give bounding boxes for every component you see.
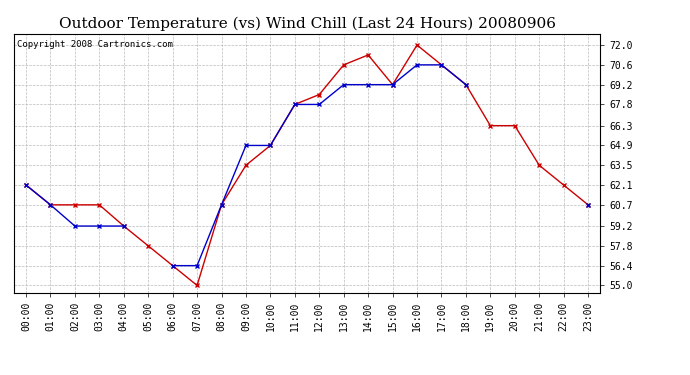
Title: Outdoor Temperature (vs) Wind Chill (Last 24 Hours) 20080906: Outdoor Temperature (vs) Wind Chill (Las…	[59, 17, 555, 31]
Text: Copyright 2008 Cartronics.com: Copyright 2008 Cartronics.com	[17, 40, 172, 49]
